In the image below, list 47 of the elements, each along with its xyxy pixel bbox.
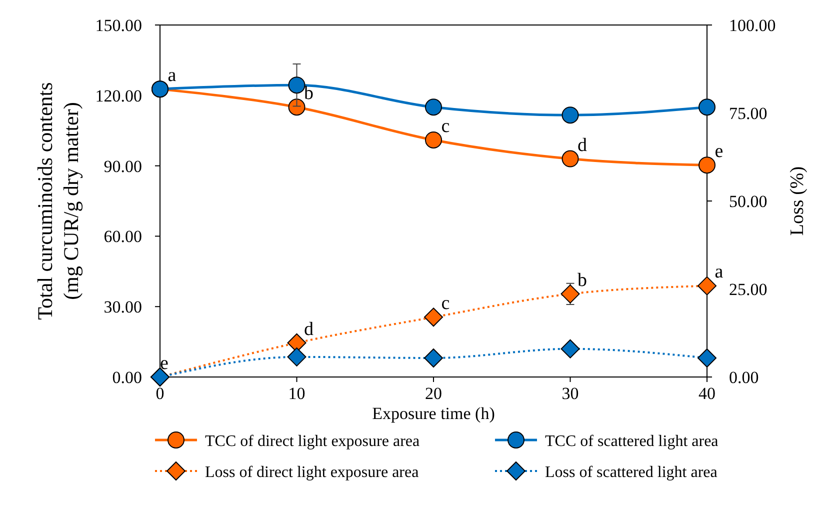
point xyxy=(562,106,579,124)
point xyxy=(562,150,579,168)
point xyxy=(287,347,306,366)
y-tick-label: 30.00 xyxy=(104,298,142,317)
point xyxy=(425,98,442,116)
legend-label: Loss of scattered light area xyxy=(545,464,718,481)
y-tick-label: 120.00 xyxy=(95,86,142,106)
y2-axis-title: Loss (%) xyxy=(787,166,808,236)
annotation: c xyxy=(441,293,450,314)
x-tick-label: 30 xyxy=(562,384,579,403)
point xyxy=(560,339,580,358)
x-axis-title: Exposure time (h) xyxy=(372,404,495,423)
annotation: a xyxy=(714,262,724,283)
y2-tick-label: 100.00 xyxy=(729,16,776,35)
y2-tick-label: 75.00 xyxy=(729,104,768,123)
point xyxy=(698,276,716,296)
x-tick-label: 40 xyxy=(698,384,716,403)
y2-tick-label: 50.00 xyxy=(729,192,768,211)
annotation: e xyxy=(714,141,724,162)
point xyxy=(288,76,306,94)
y-tick-label: 90.00 xyxy=(104,156,142,176)
legend-label: Loss of direct light exposure area xyxy=(205,464,419,481)
point xyxy=(698,98,716,116)
point xyxy=(425,131,442,148)
annotation: b xyxy=(304,83,314,104)
annotation: d xyxy=(304,318,314,340)
legend-label: TCC of scattered light area xyxy=(545,433,718,450)
y-tick-label: 60.00 xyxy=(104,227,142,246)
annotation: e xyxy=(160,353,168,374)
y2-tick-label: 25.00 xyxy=(729,280,768,299)
point xyxy=(698,348,716,368)
point xyxy=(424,348,443,368)
annotation: b xyxy=(578,270,587,291)
y-tick-label: 0.00 xyxy=(112,368,142,387)
x-tick-label: 0 xyxy=(156,384,164,403)
annotation: a xyxy=(168,65,177,86)
point xyxy=(424,308,443,327)
legend-label: TCC of direct light exposure area xyxy=(205,433,420,450)
annotation: d xyxy=(578,134,588,156)
point xyxy=(698,156,716,174)
y2-tick-label: 0.00 xyxy=(729,368,759,387)
y-axis-title: Total curcuminoids contents (mg CUR/g dry matter) xyxy=(33,82,83,320)
x-tick-label: 10 xyxy=(288,384,306,403)
point xyxy=(288,98,306,116)
x-tick-label: 20 xyxy=(425,384,442,403)
annotation: c xyxy=(441,116,450,137)
y-tick-label: 150.00 xyxy=(95,16,142,35)
